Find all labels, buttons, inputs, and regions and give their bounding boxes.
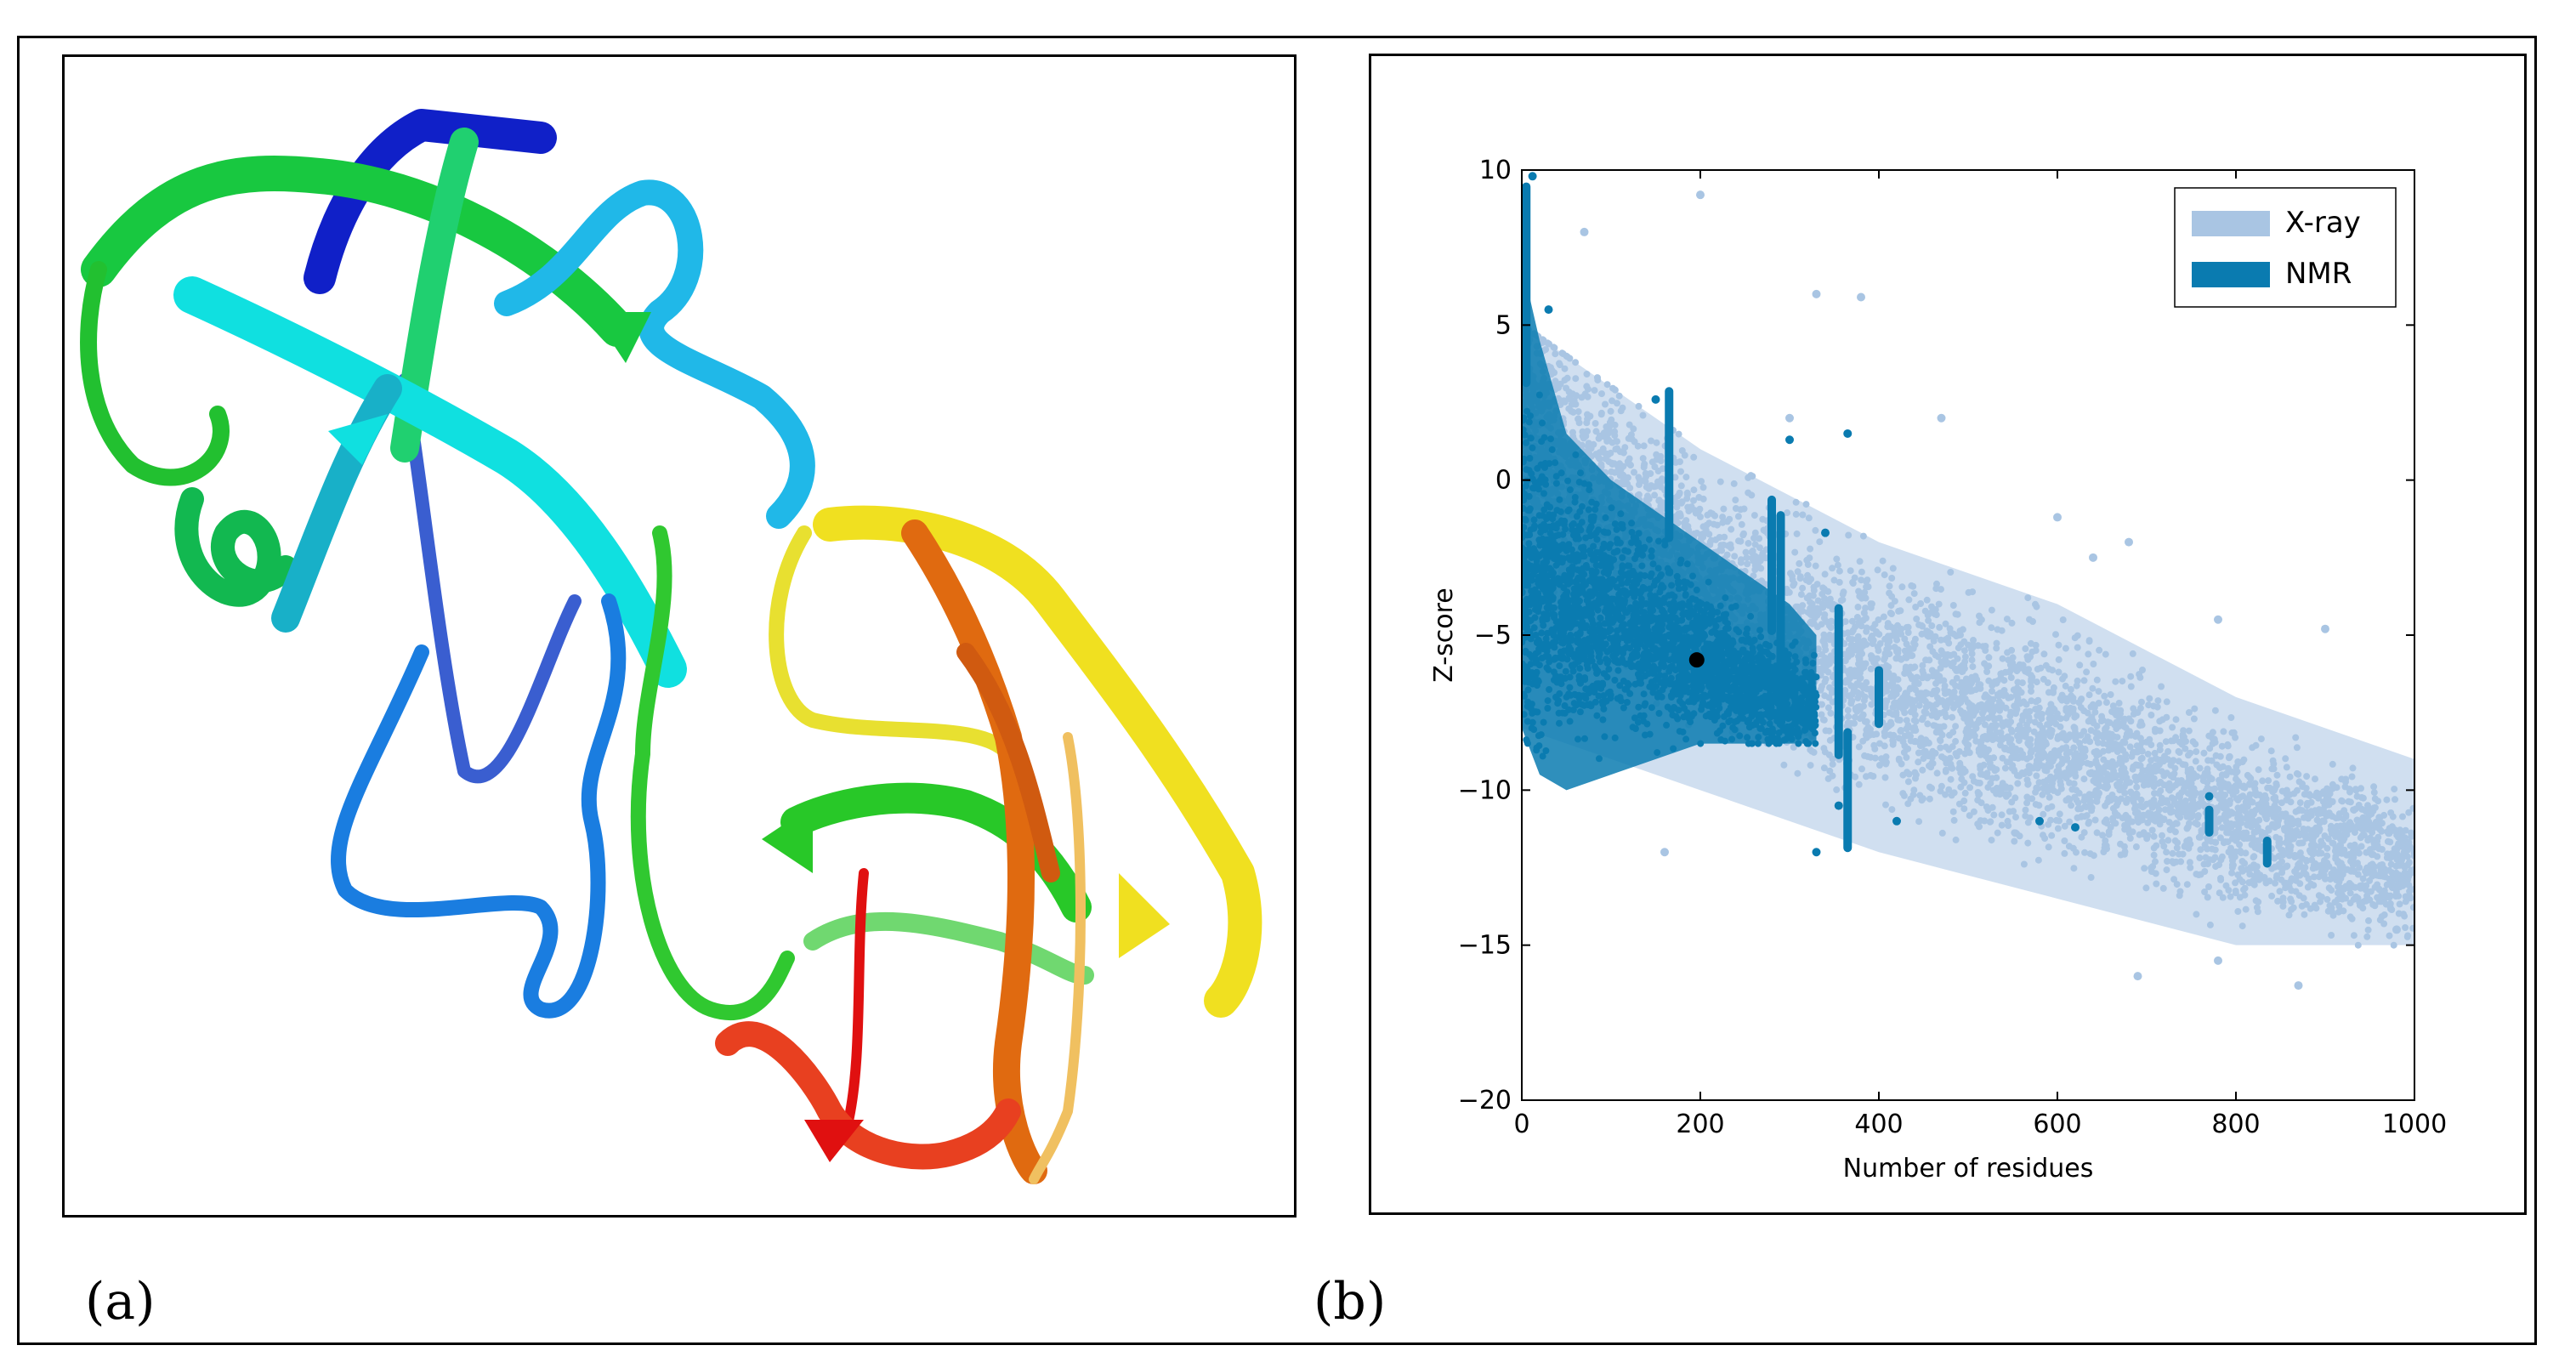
x-tick-label: 800 xyxy=(2211,1110,2260,1139)
arrowhead-red xyxy=(804,1120,864,1162)
ribbon-loop-cyan xyxy=(494,179,815,529)
ribbon-strand-cyan-2 xyxy=(271,374,402,633)
outlier-point xyxy=(1834,801,1843,810)
legend-swatch-nmr xyxy=(2192,262,2270,287)
ribbon-loop-blue xyxy=(398,373,582,784)
nmr-column-streak xyxy=(1834,604,1843,759)
ribbon-strand-orange xyxy=(901,519,1047,1184)
ribbon-strand-orange-2 xyxy=(956,643,1060,883)
x-tick-label: 1000 xyxy=(2382,1110,2447,1139)
y-tick-label: 10 xyxy=(1479,156,1512,185)
axes: 0 200 400 600 800 1000 10 5 0 −5 −10 −15 −20 xyxy=(1458,156,2447,1139)
highlighted-point xyxy=(1688,652,1705,668)
nmr-column-streak xyxy=(1665,387,1674,542)
ribbon-strand-lightgreen xyxy=(803,911,1094,985)
ribbon-strand-red xyxy=(842,868,869,1133)
outlier-point xyxy=(1544,305,1553,315)
outlier-point xyxy=(1892,816,1901,826)
legend-label-nmr: NMR xyxy=(2285,257,2352,291)
y-tick-label: 5 xyxy=(1495,310,1512,340)
nmr-column-streak xyxy=(2262,837,2272,868)
density-points xyxy=(1522,391,1820,763)
outlier-point xyxy=(2125,537,2133,547)
outlier-point xyxy=(2392,925,2401,934)
ribbon-strand-cyan-1 xyxy=(173,276,687,688)
x-tick-label: 200 xyxy=(1676,1110,1724,1139)
series-nmr-points xyxy=(1522,172,2272,868)
outlier-point xyxy=(2035,816,2044,826)
ribbon-loop-green-left xyxy=(80,261,230,486)
density-points xyxy=(1522,322,2414,949)
outlier-point xyxy=(1785,413,1794,423)
outlier-point xyxy=(2214,956,2222,965)
x-tick-label: 0 xyxy=(1513,1110,1529,1139)
zscore-chart-panel: 0 200 400 600 800 1000 10 5 0 −5 −10 −15 −20 X-ray N… xyxy=(1369,54,2527,1215)
protein-structure-panel xyxy=(62,54,1297,1218)
ribbon-strand-yellow xyxy=(813,505,1262,1018)
zscore-scatter-chart: 0 200 400 600 800 1000 10 5 0 −5 −10 −15 −20 X-ray N… xyxy=(1429,156,2447,1184)
y-tick-label: −15 xyxy=(1458,931,1512,961)
ribbon-arrowheads xyxy=(328,312,1170,1162)
outlier-point xyxy=(1812,848,1821,857)
series-xray-points xyxy=(1522,190,2414,991)
ribbon-loop-paleorange xyxy=(1029,732,1086,1184)
nmr-column-streak xyxy=(1522,182,1531,388)
figure-frame xyxy=(17,36,2537,1345)
arrowhead-yellow xyxy=(1119,873,1170,958)
legend: X-ray NMR xyxy=(2174,187,2397,308)
outlier-point xyxy=(1812,289,1821,298)
nmr-column-streak xyxy=(1767,495,1776,635)
ribbon-strand-green-top xyxy=(81,156,635,347)
ribbon-loop-lightblue xyxy=(331,593,627,1019)
y-axis-label: Z-score xyxy=(1429,588,1459,682)
outlier-point xyxy=(1651,395,1660,404)
nmr-column-streak xyxy=(1843,728,1853,853)
outlier-point xyxy=(2089,553,2097,562)
outlier-point xyxy=(1528,172,1537,181)
outlier-point xyxy=(1821,528,1830,537)
outlier-point xyxy=(1843,429,1853,438)
outlier-point xyxy=(2214,615,2222,624)
arrowhead-cyan xyxy=(328,414,388,465)
y-tick-label: −10 xyxy=(1458,775,1512,805)
ribbon-loop-yellow xyxy=(769,525,1016,762)
arrowhead-green xyxy=(592,312,651,363)
outlier-point xyxy=(2321,624,2329,633)
arrowhead-green-lower xyxy=(762,805,813,873)
y-tick-label: 0 xyxy=(1495,466,1512,496)
outlier-point xyxy=(1785,435,1794,445)
outlier-point xyxy=(2204,792,2214,801)
protein-ribbon-illustration xyxy=(80,109,1262,1184)
outlier-point xyxy=(2071,823,2080,832)
ribbon-helix-red xyxy=(715,1021,1021,1170)
x-tick-label: 600 xyxy=(2033,1110,2081,1139)
y-tick-label: −5 xyxy=(1474,621,1512,650)
nmr-column-streak xyxy=(1776,511,1785,729)
plot-area xyxy=(1522,172,2414,991)
outlier-point xyxy=(2294,981,2303,991)
nmr-column-streak xyxy=(2204,805,2214,837)
x-tick-label: 400 xyxy=(1854,1110,1903,1139)
nmr-column-streak xyxy=(1875,666,1883,729)
outlier-point xyxy=(1660,848,1669,857)
panel-label-b: (b) xyxy=(1314,1272,1387,1331)
ribbon-helix-green xyxy=(174,487,298,607)
legend-label-xray: X-ray xyxy=(2285,206,2361,240)
y-tick-label: −20 xyxy=(1458,1086,1512,1115)
panel-label-a: (a) xyxy=(85,1272,156,1331)
ribbon-connector-green xyxy=(630,525,795,1020)
outlier-point xyxy=(1937,413,1946,423)
plot-frame xyxy=(1521,169,2415,1101)
outlier-point xyxy=(1857,292,1865,302)
outlier-point xyxy=(1580,227,1589,236)
outlier-point xyxy=(2053,513,2062,522)
plot-points xyxy=(1522,172,2414,991)
outlier-point xyxy=(1696,190,1705,200)
x-axis-label: Number of residues xyxy=(1843,1154,2094,1184)
legend-swatch-xray xyxy=(2192,211,2270,236)
outlier-point xyxy=(2133,972,2142,981)
